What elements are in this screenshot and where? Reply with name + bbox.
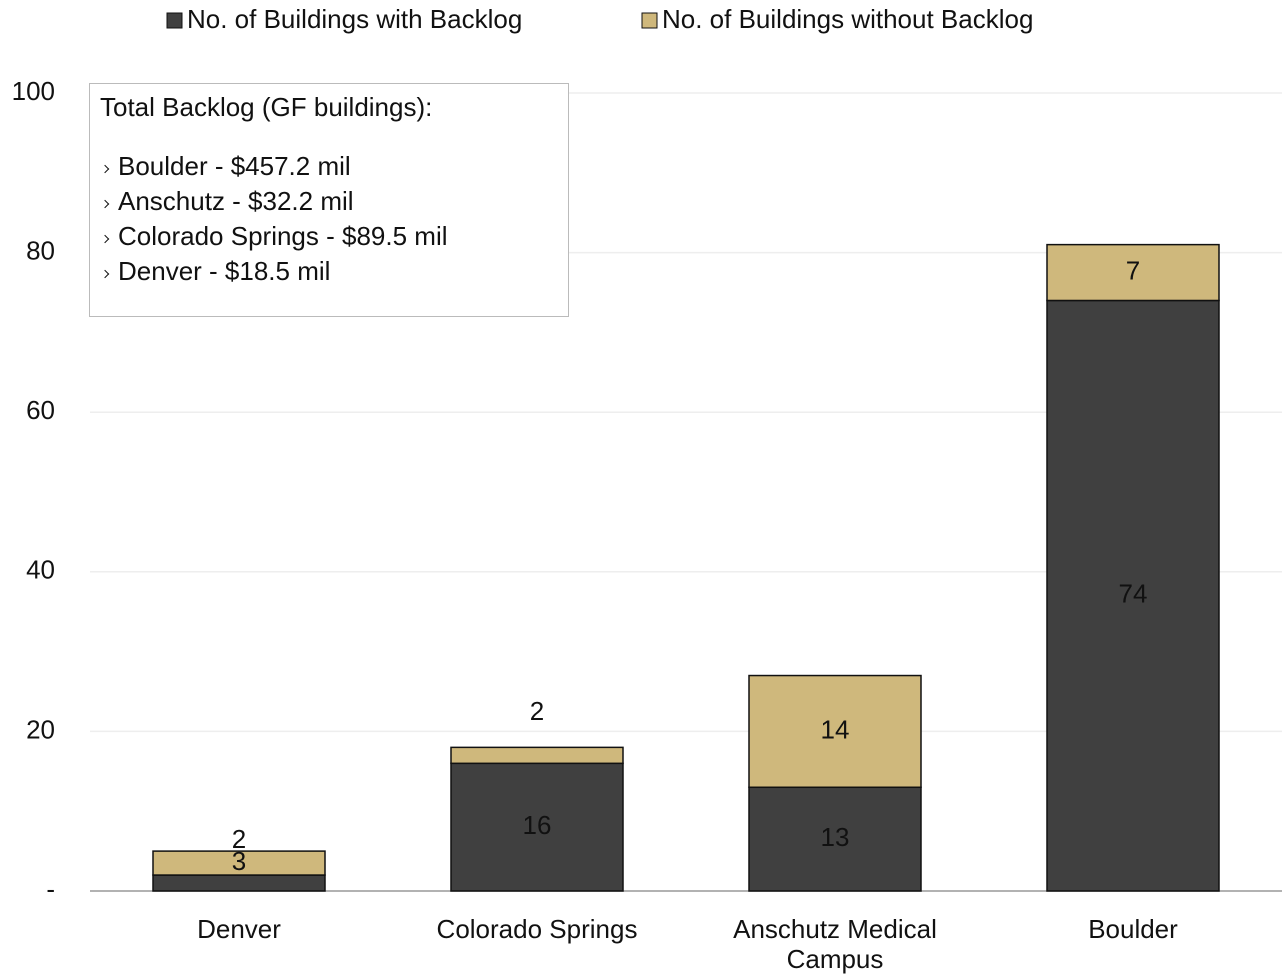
x-tick-label: Boulder: [1088, 914, 1178, 944]
y-tick-label: 60: [26, 395, 55, 425]
bar-segment: [152, 850, 326, 876]
y-tick-label: 80: [26, 235, 55, 265]
annotation-box: Total Backlog (GF buildings): Boulder - …: [89, 83, 569, 317]
data-label: 74: [1119, 579, 1148, 609]
data-label: 14: [821, 714, 850, 744]
bar-segment: [1046, 299, 1220, 892]
y-tick-label: 40: [26, 555, 55, 585]
data-label: 2: [232, 824, 246, 854]
annotation-item: Anschutz - $32.2 mil: [100, 184, 558, 219]
bar-segment: [1046, 243, 1220, 302]
data-label: 3: [232, 846, 246, 876]
annotation-item: Boulder - $457.2 mil: [100, 149, 558, 184]
bar-segment: [450, 762, 624, 892]
legend-label: No. of Buildings without Backlog: [662, 4, 1033, 34]
data-label: 7: [1126, 255, 1140, 285]
annotation-title: Total Backlog (GF buildings):: [100, 92, 433, 122]
y-tick-label: -: [46, 874, 55, 904]
legend-swatch: [641, 12, 658, 29]
annotation-item: Denver - $18.5 mil: [100, 254, 558, 289]
data-label: 13: [821, 822, 850, 852]
legend-swatch: [166, 12, 183, 29]
data-label: 2: [530, 696, 544, 726]
y-tick-label: 20: [26, 714, 55, 744]
data-label: 16: [523, 810, 552, 840]
x-tick-label: Denver: [197, 914, 281, 944]
x-tick-label: Colorado Springs: [436, 914, 638, 944]
bar-segment: [152, 874, 326, 892]
legend-label: No. of Buildings with Backlog: [187, 4, 522, 34]
bar-segment: [450, 746, 624, 765]
bar-segment: [748, 786, 922, 892]
x-tick-label: Anschutz Medical Campus: [733, 914, 937, 974]
annotation-item: Colorado Springs - $89.5 mil: [100, 219, 558, 254]
y-tick-label: 100: [12, 76, 55, 106]
bar-segment: [748, 674, 922, 789]
